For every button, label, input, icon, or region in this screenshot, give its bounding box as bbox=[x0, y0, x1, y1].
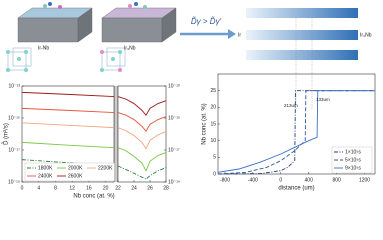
legend-label: 1800K bbox=[38, 165, 53, 171]
legend-label: 2400K bbox=[38, 173, 53, 179]
y-tick-label: 10⁻¹⁵ bbox=[168, 115, 180, 121]
x-tick-label: 12 bbox=[69, 185, 75, 191]
arrow-label: D̃γ > D̃γ′ bbox=[191, 17, 222, 26]
couple-bar bbox=[246, 8, 358, 18]
y-tick-label: 10⁻¹³ bbox=[8, 83, 20, 89]
x-tick-label: 8 bbox=[54, 185, 57, 191]
series-line bbox=[217, 90, 375, 175]
y-tick-label: 10⁻¹⁹ bbox=[168, 179, 180, 185]
y-tick-label: 10⁻¹⁷ bbox=[168, 147, 180, 153]
plot-frame bbox=[117, 85, 167, 183]
annotation: 133um bbox=[316, 97, 330, 102]
x-axis-label: Nb conc (at. %) bbox=[73, 194, 114, 200]
series-line bbox=[21, 159, 115, 167]
lattice-atoms bbox=[6, 50, 122, 72]
series-line bbox=[117, 96, 167, 116]
legend-label: 9×10⁵s bbox=[345, 165, 361, 171]
legend-box bbox=[331, 146, 373, 174]
y-tick-label: 15 bbox=[210, 121, 216, 127]
plot-frame bbox=[21, 85, 115, 183]
crystal-label: Ir₃Nb bbox=[124, 45, 136, 51]
y-tick-label: 5 bbox=[213, 155, 216, 161]
x-tick-label: 4 bbox=[37, 185, 40, 191]
legend-label: 2600K bbox=[68, 173, 83, 179]
x-tick-label: 28 bbox=[163, 185, 169, 191]
x-tick-label: 26 bbox=[147, 185, 153, 191]
y-tick-label: 10⁻¹⁹ bbox=[8, 179, 20, 185]
annotation: 213um bbox=[284, 103, 298, 108]
series-line bbox=[21, 122, 115, 129]
series-line bbox=[117, 165, 167, 180]
x-tick-label: 0 bbox=[21, 185, 24, 191]
x-tick-label: 24 bbox=[131, 185, 137, 191]
x-tick-label: 400 bbox=[305, 177, 314, 183]
x-axis-label: distance (um) bbox=[278, 186, 314, 192]
series-line bbox=[217, 90, 375, 173]
couple-bar bbox=[246, 50, 358, 60]
legend-label: 2200K bbox=[98, 165, 113, 171]
y-axis-label: Nb conc (at. %) bbox=[202, 103, 208, 144]
legend-label: 2000K bbox=[68, 165, 83, 171]
x-tick-label: 16 bbox=[86, 185, 92, 191]
couple-label: Ir bbox=[238, 32, 241, 38]
series-line bbox=[21, 141, 115, 149]
arrow-head bbox=[228, 29, 236, 39]
y-axis-label: D̃ (m²/s) bbox=[3, 123, 10, 145]
x-tick-label: -400 bbox=[248, 177, 258, 183]
figure: Ir-Nb Ir₃Nb D̃γ > D̃γ′ Ir Ir₃Nb 0 4 8 12 16 2… bbox=[3, 2, 376, 200]
y-tick-label: 10 bbox=[210, 138, 216, 144]
x-tick-label: 1200 bbox=[359, 177, 370, 183]
x-tick-label: 22 bbox=[115, 185, 121, 191]
legend-label: 1×10⁵s bbox=[345, 149, 361, 155]
series-line bbox=[21, 91, 115, 97]
series-line bbox=[117, 147, 167, 172]
couple-label: Ir₃Nb bbox=[360, 32, 372, 38]
series-line bbox=[21, 107, 115, 113]
x-tick-label: 20 bbox=[103, 185, 109, 191]
y-tick-label: 25 bbox=[210, 88, 216, 94]
series-line bbox=[217, 90, 375, 175]
crystal-label: Ir-Nb bbox=[38, 45, 49, 51]
x-tick-label: -800 bbox=[220, 177, 230, 183]
legend-label: 5×10⁵s bbox=[345, 157, 361, 163]
y-tick-label: 0 bbox=[213, 171, 216, 177]
crystal-slab bbox=[101, 2, 177, 43]
series-line bbox=[117, 127, 167, 150]
y-tick-label: 10⁻¹⁷ bbox=[8, 147, 20, 153]
x-tick-label: 800 bbox=[332, 177, 341, 183]
couple-bar bbox=[246, 30, 358, 40]
lattice bbox=[7, 47, 126, 71]
x-tick-label: 0 bbox=[279, 177, 282, 183]
y-tick-label: 10⁻¹³ bbox=[168, 83, 180, 89]
y-tick-label: 10⁻¹⁵ bbox=[8, 115, 20, 121]
y-tick-label: 20 bbox=[210, 105, 216, 111]
crystal-slab bbox=[17, 2, 93, 43]
series-line bbox=[117, 112, 167, 132]
